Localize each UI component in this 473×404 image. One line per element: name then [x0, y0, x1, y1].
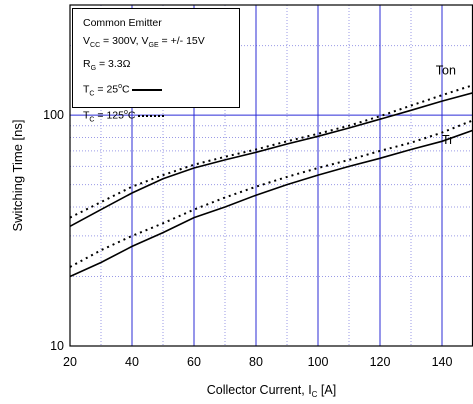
curve-label-tr: Tr	[442, 133, 453, 147]
x-tick-label: 120	[370, 355, 391, 369]
x-tick-label: 60	[187, 355, 201, 369]
curve-label-ton: Ton	[436, 63, 456, 77]
legend-line-5: TC = 125oC	[83, 104, 239, 130]
series-ton-25c	[69, 92, 473, 228]
x-tick-label: 40	[125, 355, 139, 369]
legend-line-3: RG = 3.3Ω	[83, 58, 131, 73]
x-tick-label: 140	[432, 355, 453, 369]
legend: Common Emitter VCC = 300V, VGE = +/- 15V…	[72, 8, 240, 123]
y-tick-label: 100	[43, 108, 64, 122]
legend-line-1: Common Emitter	[83, 17, 162, 29]
x-axis-label: Collector Current, IC [A]	[207, 383, 336, 399]
x-tick-label: 100	[308, 355, 329, 369]
x-tick-label: 80	[249, 355, 263, 369]
series-tr-25c	[69, 129, 473, 278]
legend-line-4: TC = 25oC	[83, 78, 239, 104]
series-ton-125c	[69, 84, 473, 219]
y-axis-label: Switching Time [ns]	[10, 120, 25, 232]
y-tick-label: 10	[50, 339, 64, 353]
legend-swatch-dotted	[138, 114, 165, 117]
legend-line-2: VCC = 300V, VGE = +/- 15V	[83, 35, 205, 50]
x-tick-label: 20	[63, 355, 77, 369]
legend-swatch-solid	[131, 88, 162, 91]
